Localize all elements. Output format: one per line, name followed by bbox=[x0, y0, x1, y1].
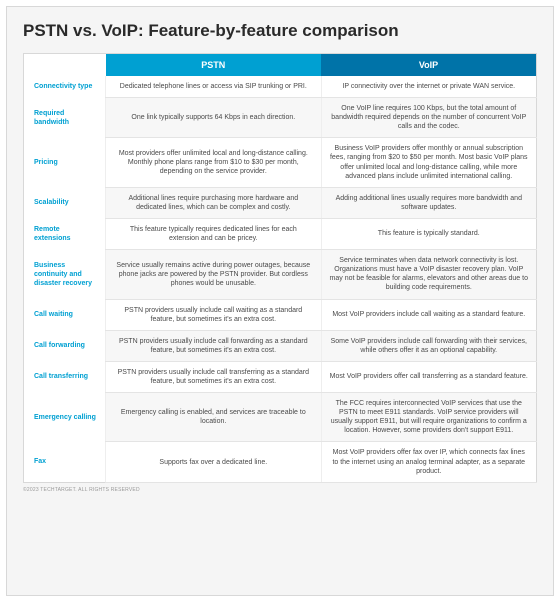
row-label: Business continuity and disaster recover… bbox=[24, 250, 106, 299]
cell-pstn: Service usually remains active during po… bbox=[106, 250, 321, 299]
row-label: Pricing bbox=[24, 138, 106, 187]
cell-voip: Some VoIP providers include call forward… bbox=[321, 330, 536, 361]
row-label: Scalability bbox=[24, 187, 106, 218]
cell-pstn: Dedicated telephone lines or access via … bbox=[106, 76, 321, 98]
cell-pstn: Most providers offer unlimited local and… bbox=[106, 138, 321, 187]
row-label: Connectivity type bbox=[24, 76, 106, 98]
header-pstn: PSTN bbox=[106, 54, 321, 77]
cell-voip: Service terminates when data network con… bbox=[321, 250, 536, 299]
cell-voip: This feature is typically standard. bbox=[321, 218, 536, 249]
comparison-card: PSTN vs. VoIP: Feature-by-feature compar… bbox=[6, 6, 554, 596]
cell-voip: IP connectivity over the internet or pri… bbox=[321, 76, 536, 98]
cell-pstn: This feature typically requires dedicate… bbox=[106, 218, 321, 249]
row-label: Call waiting bbox=[24, 299, 106, 330]
cell-pstn: Additional lines require purchasing more… bbox=[106, 187, 321, 218]
row-label: Call forwarding bbox=[24, 330, 106, 361]
row-label: Emergency calling bbox=[24, 393, 106, 442]
cell-voip: Adding additional lines usually requires… bbox=[321, 187, 536, 218]
cell-pstn: One link typically supports 64 Kbps in e… bbox=[106, 98, 321, 138]
row-label: Call transferring bbox=[24, 361, 106, 392]
cell-pstn: PSTN providers usually include call forw… bbox=[106, 330, 321, 361]
table-row: Connectivity typeDedicated telephone lin… bbox=[24, 76, 537, 98]
comparison-table: PSTN VoIP Connectivity typeDedicated tel… bbox=[23, 53, 537, 483]
table-row: Call waitingPSTN providers usually inclu… bbox=[24, 299, 537, 330]
row-label: Required bandwidth bbox=[24, 98, 106, 138]
cell-pstn: PSTN providers usually include call tran… bbox=[106, 361, 321, 392]
table-row: Call forwardingPSTN providers usually in… bbox=[24, 330, 537, 361]
cell-voip: The FCC requires interconnected VoIP ser… bbox=[321, 393, 536, 442]
cell-pstn: Supports fax over a dedicated line. bbox=[106, 442, 321, 482]
cell-voip: Most VoIP providers include call waiting… bbox=[321, 299, 536, 330]
table-header-row: PSTN VoIP bbox=[24, 54, 537, 77]
cell-voip: Most VoIP providers offer call transferr… bbox=[321, 361, 536, 392]
cell-voip: Most VoIP providers offer fax over IP, w… bbox=[321, 442, 536, 482]
header-blank bbox=[24, 54, 106, 77]
cell-voip: One VoIP line requires 100 Kbps, but the… bbox=[321, 98, 536, 138]
table-row: Remote extensionsThis feature typically … bbox=[24, 218, 537, 249]
footnote: ©2023 TECHTARGET. ALL RIGHTS RESERVED bbox=[23, 487, 537, 493]
table-row: Business continuity and disaster recover… bbox=[24, 250, 537, 299]
table-row: Required bandwidthOne link typically sup… bbox=[24, 98, 537, 138]
row-label: Fax bbox=[24, 442, 106, 482]
page-title: PSTN vs. VoIP: Feature-by-feature compar… bbox=[23, 21, 537, 41]
row-label: Remote extensions bbox=[24, 218, 106, 249]
table-row: PricingMost providers offer unlimited lo… bbox=[24, 138, 537, 187]
cell-pstn: Emergency calling is enabled, and servic… bbox=[106, 393, 321, 442]
table-row: Call transferringPSTN providers usually … bbox=[24, 361, 537, 392]
cell-pstn: PSTN providers usually include call wait… bbox=[106, 299, 321, 330]
header-voip: VoIP bbox=[321, 54, 536, 77]
table-row: ScalabilityAdditional lines require purc… bbox=[24, 187, 537, 218]
table-row: Emergency callingEmergency calling is en… bbox=[24, 393, 537, 442]
cell-voip: Business VoIP providers offer monthly or… bbox=[321, 138, 536, 187]
table-row: FaxSupports fax over a dedicated line.Mo… bbox=[24, 442, 537, 482]
